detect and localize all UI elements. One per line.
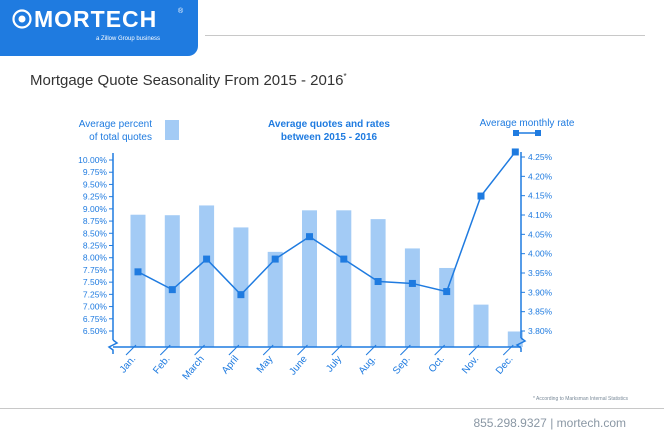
- logo-tagline: a Zillow Group business: [96, 36, 161, 42]
- x-tick-label-5: June: [287, 354, 310, 378]
- right-tick-label-9: 4.25%: [528, 152, 553, 162]
- x-tick-label-6: July: [324, 354, 344, 375]
- left-tick-label-11: 9.25%: [83, 192, 108, 202]
- rate-point-1: [168, 286, 176, 294]
- contact-info: 855.298.9327 | mortech.com: [473, 416, 626, 430]
- rate-point-2: [203, 255, 211, 263]
- x-tick-label-0: Jan.: [118, 354, 139, 376]
- rate-point-7: [374, 278, 382, 286]
- chart-title-line2: between 2015 - 2016: [281, 132, 378, 143]
- page-title-footnote-mark: *: [343, 72, 347, 81]
- left-tick-label-6: 8.00%: [83, 253, 108, 263]
- x-tick-mark-4: [262, 344, 274, 356]
- x-tick-mark-9: [434, 344, 446, 356]
- x-tick-label-7: Aug.: [357, 354, 379, 377]
- x-tick-mark-7: [365, 344, 377, 356]
- x-tick-mark-6: [331, 344, 343, 356]
- x-tick-label-9: Oct.: [427, 354, 447, 375]
- bar-8: [404, 248, 420, 347]
- x-tick-label-8: Sep.: [391, 354, 413, 377]
- left-tick-label-3: 7.25%: [83, 289, 108, 299]
- left-tick-label-12: 9.50%: [83, 179, 108, 189]
- rate-point-6: [340, 255, 348, 263]
- left-tick-label-0: 6.50%: [83, 326, 108, 336]
- left-tick-label-1: 6.75%: [83, 314, 108, 324]
- x-tick-label-11: Dec.: [494, 354, 516, 377]
- rate-point-11: [511, 148, 519, 156]
- footer-divider: [0, 408, 664, 409]
- bar-0: [130, 214, 146, 347]
- page-title-text: Mortgage Quote Seasonality From 2015 - 2…: [30, 72, 344, 89]
- x-tick-label-3: April: [220, 354, 241, 376]
- rate-point-8: [408, 279, 416, 287]
- x-tick-mark-11: [502, 344, 514, 356]
- right-tick-label-5: 4.05%: [528, 229, 553, 239]
- left-tick-label-8: 8.50%: [83, 228, 108, 238]
- bar-legend-label-line2: of total quotes: [89, 132, 152, 143]
- bar-2: [199, 205, 215, 347]
- left-tick-label-7: 8.25%: [83, 241, 108, 251]
- rate-point-9: [443, 288, 451, 296]
- right-tick-label-0: 3.80%: [528, 326, 553, 336]
- bar-9: [439, 267, 455, 347]
- x-tick-mark-5: [297, 344, 308, 356]
- x-tick-label-1: Feb.: [151, 354, 172, 376]
- x-tick-mark-1: [159, 344, 171, 356]
- x-tick-mark-3: [228, 344, 240, 356]
- bar-legend-label-line1: Average percent: [79, 119, 152, 130]
- rate-point-4: [271, 255, 279, 263]
- right-tick-label-2: 3.90%: [528, 287, 553, 297]
- right-tick-label-7: 4.15%: [528, 191, 553, 201]
- mortech-logo-icon: [12, 9, 32, 29]
- header-divider: [205, 35, 645, 36]
- line-legend-label: Average monthly rate: [480, 118, 575, 129]
- left-tick-label-10: 9.00%: [83, 204, 108, 214]
- chart-title-line1: Average quotes and rates: [268, 119, 390, 130]
- left-tick-label-14: 10.00%: [78, 155, 107, 165]
- right-tick-label-6: 4.10%: [528, 210, 553, 220]
- x-tick-mark-10: [468, 344, 480, 356]
- rate-line: [137, 151, 516, 296]
- rate-point-10: [477, 192, 485, 200]
- rate-point-3: [237, 291, 245, 299]
- right-tick-label-4: 4.00%: [528, 249, 553, 259]
- x-tick-mark-2: [194, 344, 205, 356]
- line-legend-marker-right: [535, 130, 541, 136]
- rate-point-5: [306, 233, 313, 241]
- left-tick-label-13: 9.75%: [83, 167, 108, 177]
- bar-legend-swatch: [165, 120, 179, 140]
- page-title: Mortgage Quote Seasonality From 2015 - 2…: [30, 72, 347, 89]
- left-tick-label-5: 7.75%: [83, 265, 108, 275]
- rate-point-0: [134, 268, 142, 276]
- x-tick-label-4: May: [255, 354, 276, 376]
- logo-name: MORTECH: [34, 6, 158, 32]
- left-axis-break: [107, 339, 119, 354]
- bar-5: [302, 210, 317, 347]
- bar-6: [336, 210, 352, 347]
- logo: MORTECH ® a Zillow Group business: [0, 0, 198, 56]
- x-tick-mark-0: [125, 344, 137, 356]
- x-tick-label-2: March: [181, 354, 207, 382]
- bar-11: [507, 331, 523, 347]
- x-tick-label-10: Nov.: [460, 354, 481, 376]
- bar-3: [233, 227, 249, 347]
- logo-registered-mark: ®: [178, 8, 184, 15]
- bar-10: [473, 304, 489, 347]
- right-tick-label-8: 4.20%: [528, 171, 553, 181]
- x-tick-mark-8: [400, 344, 411, 356]
- right-axis-break: [515, 337, 527, 352]
- right-tick-label-1: 3.85%: [528, 307, 553, 317]
- bar-1: [164, 215, 180, 347]
- footnote: * According to Marksman Internal Statist…: [532, 396, 628, 402]
- left-tick-label-9: 8.75%: [83, 216, 108, 226]
- line-legend-marker-left: [513, 130, 519, 136]
- left-tick-label-2: 7.00%: [83, 302, 108, 312]
- bar-4: [267, 251, 283, 347]
- right-tick-label-3: 3.95%: [528, 268, 553, 278]
- left-tick-label-4: 7.50%: [83, 277, 108, 287]
